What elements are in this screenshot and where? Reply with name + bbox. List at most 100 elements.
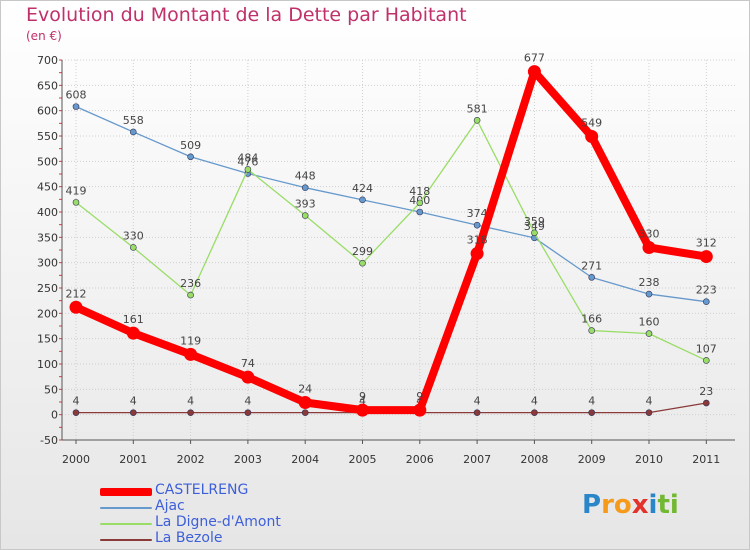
y-tick-label: -50 <box>40 434 58 447</box>
data-label: 448 <box>295 170 316 183</box>
x-tick-label: 2007 <box>463 453 491 466</box>
data-label: 608 <box>66 89 87 102</box>
data-label: 9 <box>359 390 366 403</box>
data-point <box>184 348 197 361</box>
data-point <box>413 404 426 417</box>
data-label: 271 <box>581 259 602 272</box>
legend-swatch <box>100 523 152 525</box>
data-label: 161 <box>123 313 144 326</box>
legend-label: CASTELRENG <box>155 482 248 498</box>
data-point <box>299 396 312 409</box>
data-point <box>471 247 484 260</box>
x-tick-label: 2008 <box>520 453 548 466</box>
data-point <box>241 371 254 384</box>
data-point <box>528 65 541 78</box>
data-point <box>585 130 598 143</box>
legend-label: Ajac <box>155 498 185 514</box>
data-point <box>70 301 83 314</box>
data-point <box>130 244 136 250</box>
data-point <box>360 197 366 203</box>
series-line-castelreng <box>76 72 706 410</box>
data-label: 24 <box>298 383 312 396</box>
data-point <box>188 292 194 298</box>
y-tick-label: 400 <box>37 206 58 219</box>
data-label: 393 <box>295 198 316 211</box>
y-tick-label: 500 <box>37 155 58 168</box>
data-label: 9 <box>416 390 423 403</box>
logo-letter: t <box>657 490 669 520</box>
data-label: 677 <box>524 52 545 65</box>
data-point <box>646 331 652 337</box>
x-tick-label: 2005 <box>349 453 377 466</box>
data-point <box>589 274 595 280</box>
logo-letter: r <box>601 490 614 520</box>
data-label: 549 <box>581 117 602 130</box>
y-tick-label: 550 <box>37 130 58 143</box>
data-label: 4 <box>187 395 194 408</box>
data-label: 424 <box>352 182 373 195</box>
data-point <box>531 410 537 416</box>
logo-letter: x <box>632 490 649 520</box>
data-point <box>245 410 251 416</box>
data-label: 581 <box>467 102 488 115</box>
data-point <box>474 410 480 416</box>
data-point <box>188 410 194 416</box>
legend-swatch <box>100 539 152 541</box>
data-point <box>589 410 595 416</box>
data-label: 558 <box>123 114 144 127</box>
logo-letter: i <box>670 490 679 520</box>
data-label: 330 <box>639 227 660 240</box>
data-point <box>188 154 194 160</box>
data-label: 23 <box>699 385 713 398</box>
data-label: 359 <box>524 215 545 228</box>
data-label: 166 <box>581 313 602 326</box>
data-label: 418 <box>409 185 430 198</box>
x-tick-label: 2000 <box>62 453 90 466</box>
data-point <box>73 104 79 110</box>
x-tick-label: 2004 <box>291 453 319 466</box>
data-point <box>356 404 369 417</box>
x-tick-label: 2003 <box>234 453 262 466</box>
data-label: 419 <box>66 184 87 197</box>
data-point <box>703 299 709 305</box>
data-point <box>130 410 136 416</box>
data-point <box>417 200 423 206</box>
data-point <box>73 410 79 416</box>
data-label: 160 <box>639 316 660 329</box>
y-tick-label: 200 <box>37 307 58 320</box>
data-point <box>643 241 656 254</box>
data-label: 318 <box>467 234 488 247</box>
series-line-la-digne-d-amont <box>76 120 706 360</box>
y-tick-label: 350 <box>37 231 58 244</box>
x-tick-label: 2006 <box>406 453 434 466</box>
data-point <box>474 222 480 228</box>
data-label: 299 <box>352 245 373 258</box>
y-tick-label: 700 <box>37 54 58 67</box>
data-label: 223 <box>696 284 717 297</box>
y-tick-label: 450 <box>37 181 58 194</box>
data-point <box>245 166 251 172</box>
data-point <box>703 400 709 406</box>
data-label: 4 <box>73 395 80 408</box>
y-tick-label: 650 <box>37 79 58 92</box>
data-label: 119 <box>180 334 201 347</box>
data-label: 74 <box>241 357 255 370</box>
y-tick-label: 0 <box>51 409 58 422</box>
x-tick-label: 2001 <box>119 453 147 466</box>
data-point <box>73 199 79 205</box>
data-point <box>302 185 308 191</box>
data-point <box>646 410 652 416</box>
data-label: 238 <box>639 276 660 289</box>
y-tick-label: 250 <box>37 282 58 295</box>
data-point <box>130 129 136 135</box>
data-label: 330 <box>123 229 144 242</box>
data-point <box>589 328 595 334</box>
data-label: 4 <box>474 395 481 408</box>
plot-area <box>62 60 735 440</box>
x-tick-label: 2009 <box>578 453 606 466</box>
y-tick-label: 100 <box>37 358 58 371</box>
data-point <box>703 357 709 363</box>
data-label: 4 <box>531 395 538 408</box>
data-point <box>360 260 366 266</box>
data-point <box>302 213 308 219</box>
